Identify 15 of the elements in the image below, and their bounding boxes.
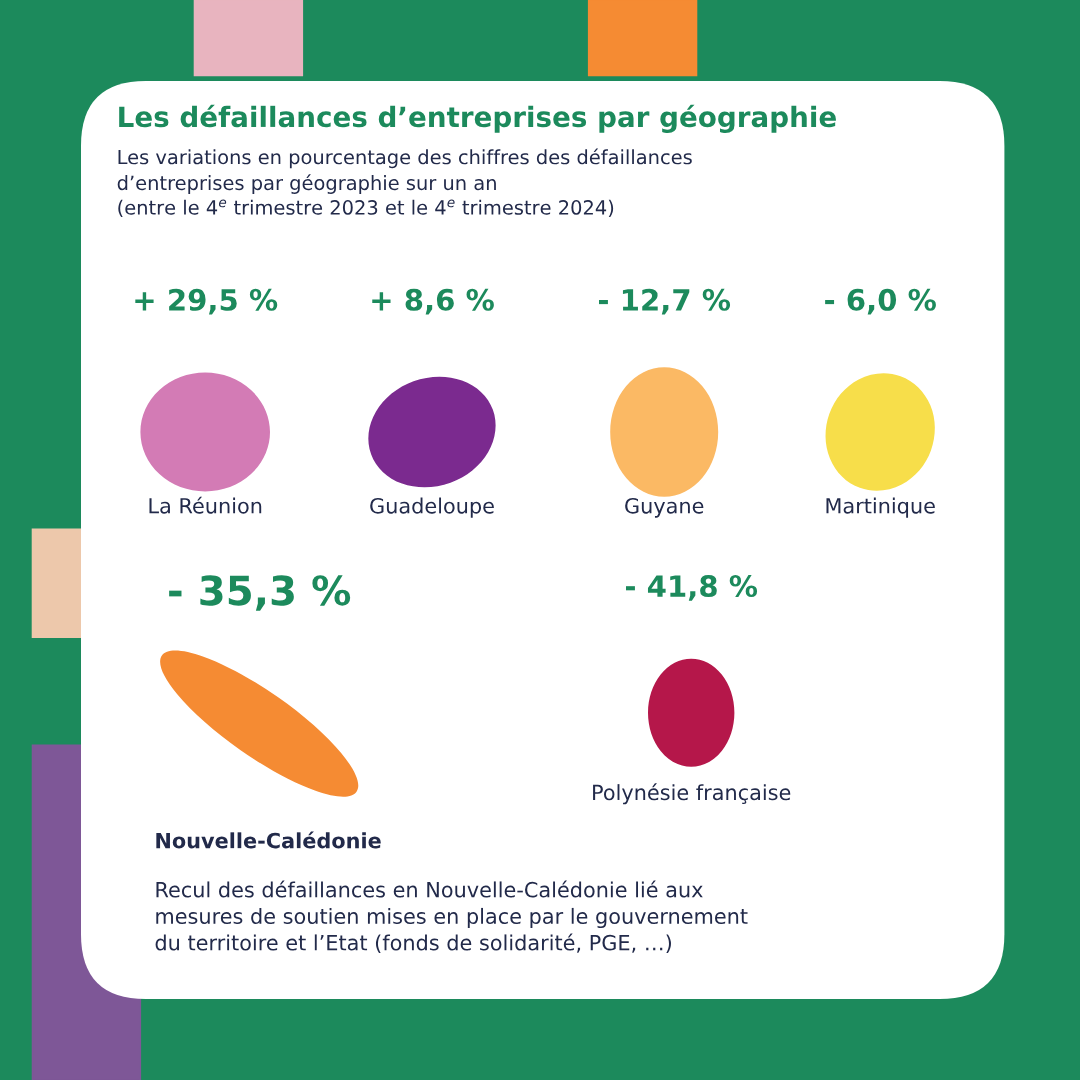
data-label: - 41,8 %	[625, 575, 758, 601]
data-label: - 12,7 %	[598, 288, 731, 315]
text: Recul des défaillances en Nouvelle-Calédonie lié aux mesures de soutien mises en place par le gouvernement du territoire et l’Etat (fonds de solidarité, PGE, …)	[155, 880, 748, 953]
category-label: La Réunion	[149, 496, 262, 514]
data-label: + 29,5 %	[135, 288, 278, 315]
category-label: Guyane	[625, 497, 704, 518]
data-label: - 35,3 %	[169, 575, 351, 611]
data-label: - 6,0 %	[825, 288, 936, 315]
category-label: Martinique	[826, 497, 935, 518]
category-label: Nouvelle-Calédonie	[156, 831, 381, 849]
category-label: Guadeloupe	[370, 497, 494, 518]
category-label: Polynésie française	[593, 783, 791, 805]
data-label: + 8,6 %	[372, 288, 494, 315]
text: Les variations en pourcentage des chiffres des défaillances d’entreprises par géographie sur un an (entre le 4$^{e}$ trimestre 2023 et le 4$^{e}$ trimestre 2024)	[117, 148, 692, 218]
text: Les défaillances d’entreprises par géographie	[119, 104, 836, 133]
